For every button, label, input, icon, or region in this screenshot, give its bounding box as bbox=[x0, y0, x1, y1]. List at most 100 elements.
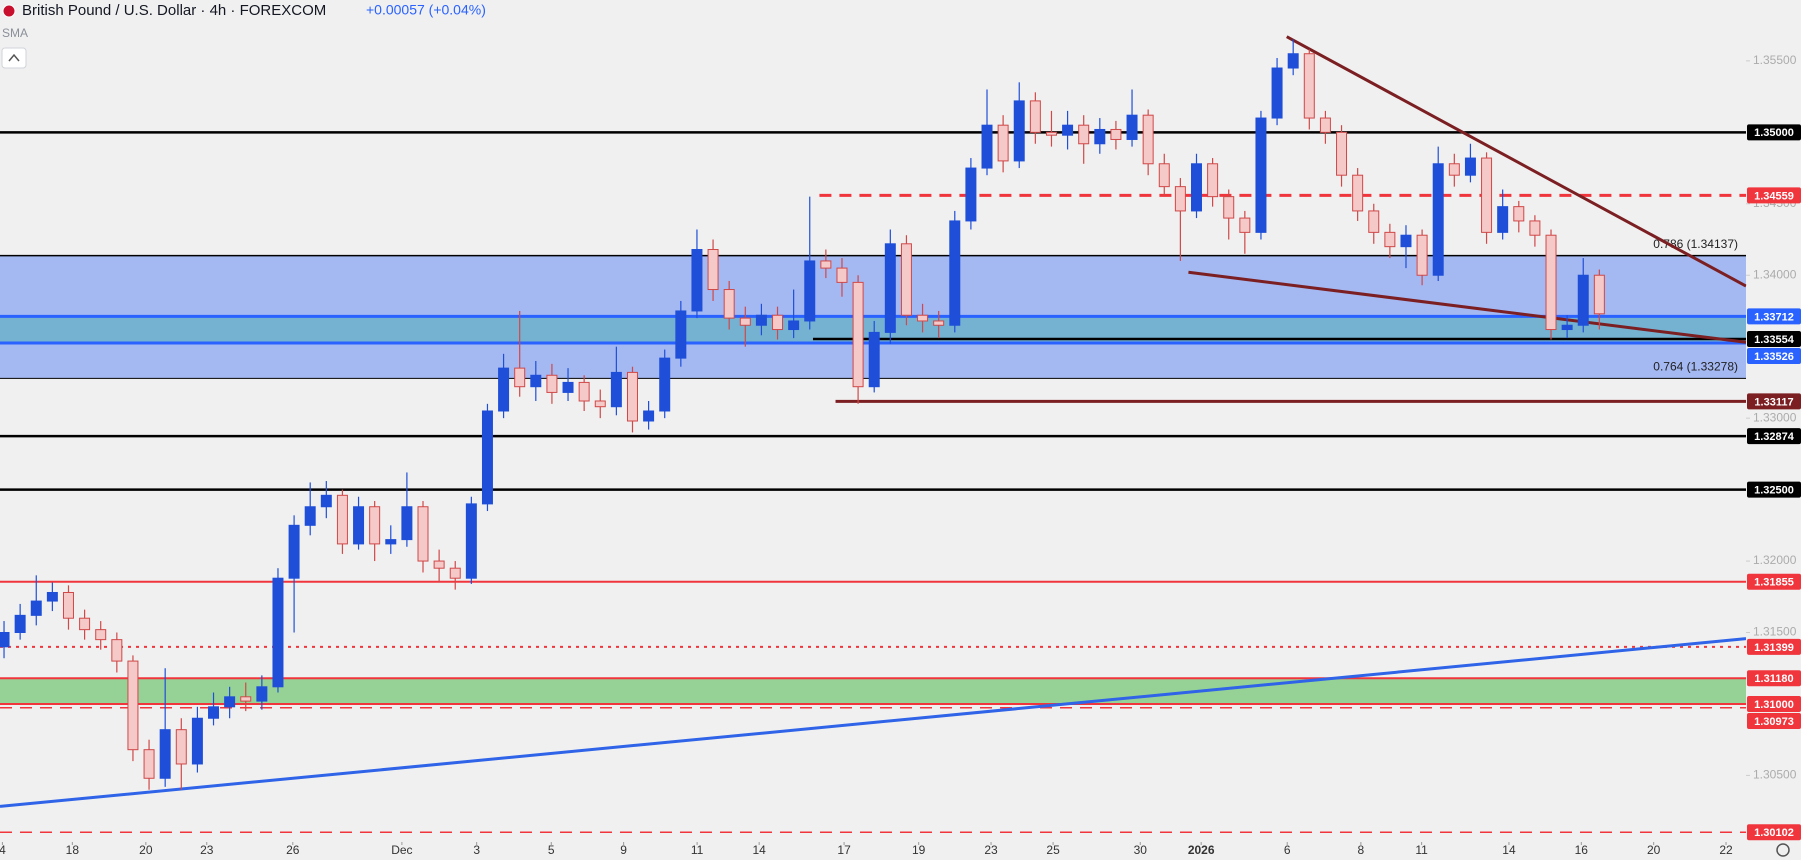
x-tick-label: 26 bbox=[286, 843, 300, 857]
candle-body bbox=[997, 124, 1009, 162]
candle-body bbox=[723, 289, 735, 319]
candle-body bbox=[79, 617, 91, 631]
candle-body bbox=[691, 249, 703, 312]
candle-body bbox=[256, 686, 268, 702]
candle-body bbox=[852, 281, 864, 388]
candle-body bbox=[449, 567, 461, 579]
price-tag-label: 1.33712 bbox=[1754, 311, 1794, 323]
candle-body bbox=[546, 374, 558, 393]
candle-body bbox=[755, 314, 767, 326]
candle-body bbox=[594, 400, 606, 408]
candle-body bbox=[95, 629, 107, 641]
price-tag-label: 1.33117 bbox=[1754, 396, 1793, 408]
indicator-label[interactable]: SMA bbox=[2, 26, 28, 40]
candle-body bbox=[1207, 163, 1219, 198]
candle-body bbox=[1561, 324, 1573, 331]
x-tick-label: 22 bbox=[1719, 843, 1733, 857]
candle-body bbox=[1448, 163, 1460, 176]
candle-body bbox=[46, 591, 58, 602]
candle-body bbox=[626, 371, 638, 422]
candle-body bbox=[1126, 114, 1138, 140]
candle-body bbox=[1577, 274, 1589, 326]
price-tag-label: 1.30102 bbox=[1754, 827, 1794, 839]
candle-body bbox=[1513, 206, 1525, 222]
candle-body bbox=[159, 729, 171, 779]
price-tag bbox=[1747, 347, 1801, 364]
x-tick-label: 17 bbox=[837, 843, 851, 857]
trendline bbox=[1286, 35, 1747, 288]
candle-body bbox=[1142, 114, 1154, 165]
candle-body bbox=[933, 320, 945, 326]
candle-body bbox=[272, 577, 284, 688]
candle-body bbox=[1352, 174, 1364, 212]
candle-body bbox=[143, 749, 155, 779]
candle-body bbox=[820, 260, 832, 269]
x-tick-label: 18 bbox=[66, 843, 80, 857]
candle-body bbox=[1174, 186, 1186, 212]
x-tick-label: 6 bbox=[1284, 843, 1291, 857]
symbol-flag bbox=[2, 4, 16, 18]
price-tag bbox=[1747, 638, 1801, 655]
candle-body bbox=[1078, 124, 1090, 145]
x-tick-label: 2026 bbox=[1188, 843, 1215, 857]
price-tag bbox=[1747, 824, 1801, 841]
candle-body bbox=[433, 560, 445, 569]
candle-body bbox=[1045, 131, 1057, 136]
x-tick-label: 3 bbox=[473, 843, 480, 857]
candle-body bbox=[240, 696, 252, 702]
candle-body bbox=[1287, 53, 1299, 69]
candle-body bbox=[1384, 231, 1396, 248]
price-tag bbox=[1747, 481, 1801, 498]
candle-body bbox=[900, 243, 912, 316]
candle-body bbox=[836, 267, 848, 283]
candle-body bbox=[224, 696, 236, 708]
x-tick-label: 11 bbox=[691, 843, 704, 857]
candle-body bbox=[385, 539, 397, 545]
candle-body bbox=[208, 706, 220, 719]
candle-body bbox=[804, 260, 816, 322]
trendline bbox=[1188, 270, 1747, 344]
candle-body bbox=[30, 600, 42, 616]
candle-body bbox=[14, 614, 26, 634]
candle-body bbox=[1481, 157, 1493, 233]
x-tick-label: 5 bbox=[548, 843, 555, 857]
candle-body bbox=[1303, 53, 1315, 119]
collapse-button[interactable] bbox=[1, 47, 27, 69]
candle-body bbox=[884, 243, 896, 333]
candle-body bbox=[62, 591, 74, 619]
candle-body bbox=[1239, 217, 1251, 233]
candle-body bbox=[1271, 67, 1283, 119]
candle-body bbox=[127, 660, 139, 751]
price-tag-label: 1.33526 bbox=[1754, 351, 1794, 363]
price-tag bbox=[1747, 393, 1801, 410]
settings-button[interactable] bbox=[1776, 843, 1790, 857]
candle-body bbox=[1432, 163, 1444, 276]
candle-body bbox=[1158, 163, 1170, 188]
candle-body bbox=[369, 506, 381, 545]
zone bbox=[0, 678, 1746, 704]
candle-body bbox=[191, 717, 203, 765]
x-tick-label: 30 bbox=[1134, 843, 1148, 857]
price-tag bbox=[1747, 330, 1801, 347]
candle-body bbox=[1336, 131, 1348, 176]
collapse-icon bbox=[8, 53, 20, 62]
candle-body bbox=[772, 314, 784, 331]
x-tick-label: 4 bbox=[0, 843, 6, 857]
candle-body bbox=[1368, 210, 1380, 233]
x-tick-label: 20 bbox=[1647, 843, 1661, 857]
candle-body bbox=[610, 371, 622, 408]
candle-body bbox=[304, 506, 316, 526]
price-tag-label: 1.31000 bbox=[1754, 699, 1794, 711]
candle-body bbox=[1464, 157, 1476, 176]
price-tag bbox=[1747, 712, 1801, 729]
candle-body bbox=[514, 367, 526, 388]
price-tag-label: 1.33554 bbox=[1754, 334, 1795, 346]
symbol-title: British Pound / U.S. Dollar · 4h · FOREX… bbox=[22, 2, 326, 19]
candle-body bbox=[353, 506, 365, 545]
candle-body bbox=[1545, 234, 1557, 331]
price-tag-label: 1.31855 bbox=[1754, 577, 1794, 589]
price-tag bbox=[1747, 573, 1801, 590]
x-tick-label: 14 bbox=[1502, 843, 1516, 857]
